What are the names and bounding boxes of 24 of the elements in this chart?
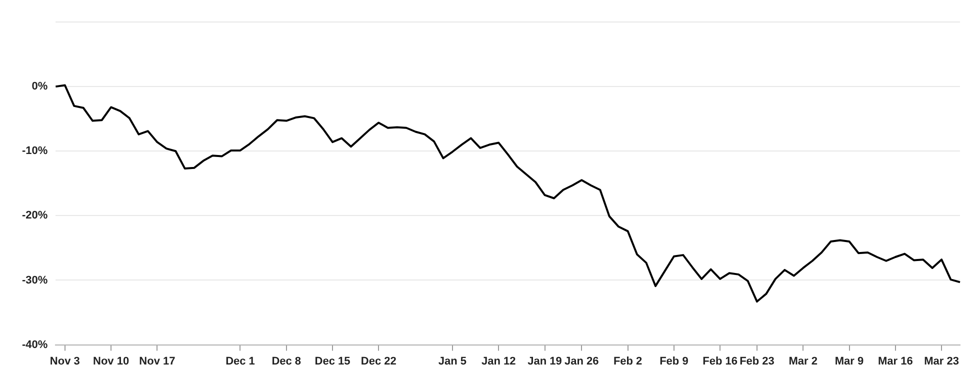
x-tick-label: Feb 16 bbox=[702, 355, 738, 368]
x-tick-label: Dec 8 bbox=[272, 355, 302, 368]
x-tick-label: Jan 26 bbox=[564, 355, 599, 368]
y-tick-label: -10% bbox=[22, 145, 48, 158]
x-tick-label: Mar 16 bbox=[878, 355, 913, 368]
x-tick-label: Feb 23 bbox=[740, 355, 774, 368]
x-tick-label: Dec 1 bbox=[226, 355, 255, 368]
x-tick-label: Nov 3 bbox=[50, 355, 80, 368]
x-tick-label: Dec 22 bbox=[360, 355, 396, 368]
x-tick-label: Feb 9 bbox=[660, 355, 688, 368]
x-tick-label: Jan 5 bbox=[438, 355, 467, 368]
x-tick-label: Dec 15 bbox=[314, 355, 350, 368]
x-tick-label: Mar 9 bbox=[834, 355, 864, 368]
x-tick-label: Jan 19 bbox=[528, 355, 562, 368]
y-tick-label: -40% bbox=[22, 338, 48, 351]
y-tick-label: -30% bbox=[22, 274, 48, 286]
x-tick-label: Mar 23 bbox=[924, 355, 959, 368]
x-tick-label: Mar 2 bbox=[788, 355, 818, 368]
x-tick-label: Nov 10 bbox=[93, 355, 130, 368]
y-tick-label: -20% bbox=[22, 210, 48, 222]
x-tick-label: Jan 12 bbox=[481, 355, 516, 368]
y-tick-label: 0% bbox=[32, 80, 48, 93]
x-tick-label: Nov 17 bbox=[139, 355, 176, 368]
x-tick-label: Feb 2 bbox=[613, 355, 642, 368]
